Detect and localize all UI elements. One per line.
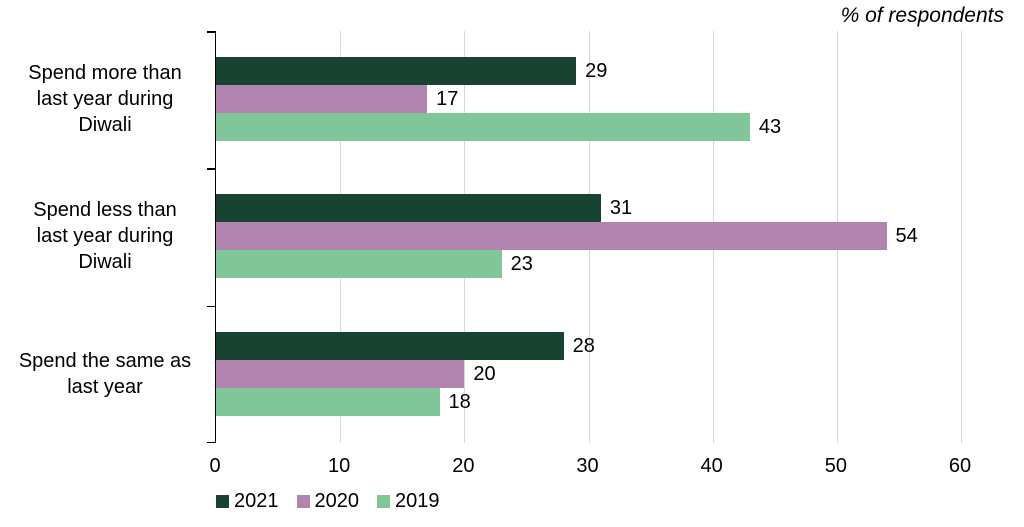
x-tick-label: 40 bbox=[700, 455, 723, 477]
bar-2021-category-1 bbox=[216, 57, 577, 85]
category-label: Spend less than last year during Diwali bbox=[33, 199, 177, 274]
x-tick-label: 60 bbox=[948, 455, 972, 477]
value-label: 20 bbox=[473, 362, 496, 385]
legend-swatch-icon bbox=[216, 495, 229, 508]
legend-label: 2019 bbox=[395, 490, 440, 512]
gridline bbox=[961, 31, 962, 443]
plot-area: 29 17 43 31 54 23 28 20 18 bbox=[207, 31, 962, 443]
bar-2020-category-2 bbox=[216, 222, 887, 251]
x-tick-label: 20 bbox=[452, 455, 475, 477]
legend-label: 2020 bbox=[314, 490, 360, 512]
legend-swatch-icon bbox=[377, 495, 390, 508]
category-label: Spend the same as last year bbox=[18, 349, 192, 398]
value-label: 43 bbox=[758, 116, 782, 138]
x-tick-label: 0 bbox=[209, 455, 221, 477]
y-axis-tick bbox=[207, 441, 216, 443]
value-label: 29 bbox=[585, 60, 608, 82]
bar-2020-category-3 bbox=[216, 359, 465, 388]
value-label: 23 bbox=[510, 253, 533, 276]
y-axis-tick bbox=[207, 168, 216, 170]
chart-title: % of respondents bbox=[840, 4, 1004, 27]
value-label: 31 bbox=[609, 197, 633, 220]
x-tick-label: 10 bbox=[328, 455, 351, 477]
category-label: Spend more than last year during Diwali bbox=[28, 62, 182, 136]
x-tick-label: 30 bbox=[576, 455, 599, 477]
bar-2019-category-1 bbox=[216, 113, 750, 141]
bar-2019-category-2 bbox=[216, 250, 502, 279]
bar-2021-category-2 bbox=[216, 194, 601, 223]
bar-2021-category-3 bbox=[216, 331, 564, 360]
value-label: 28 bbox=[572, 334, 595, 357]
bar-2019-category-3 bbox=[216, 387, 440, 416]
bar-2020-category-1 bbox=[216, 85, 428, 113]
legend-item-2019: 2019 bbox=[377, 490, 440, 513]
y-axis-tick bbox=[207, 305, 216, 308]
value-label: 17 bbox=[436, 88, 459, 110]
legend-item-2021: 2021 bbox=[216, 490, 279, 513]
y-axis-tick bbox=[207, 31, 216, 33]
legend-swatch-icon bbox=[296, 495, 310, 508]
legend-item-2020: 2020 bbox=[296, 490, 360, 513]
value-label: 18 bbox=[448, 390, 471, 413]
legend: 2021 2020 2019 bbox=[216, 490, 440, 513]
x-tick-label: 50 bbox=[824, 455, 847, 477]
legend-label: 2021 bbox=[234, 490, 279, 512]
value-label: 54 bbox=[895, 225, 918, 248]
